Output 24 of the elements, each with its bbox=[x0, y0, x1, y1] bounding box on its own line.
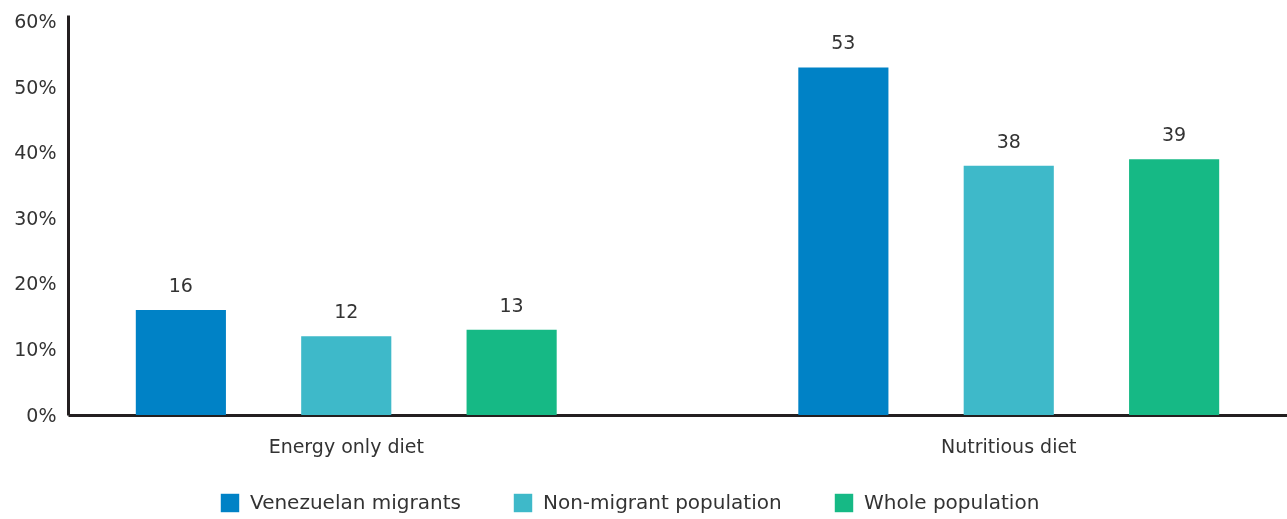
y-tick-label: 50% bbox=[14, 75, 57, 98]
data-label: 12 bbox=[334, 300, 359, 323]
bar bbox=[466, 329, 557, 415]
bar bbox=[798, 67, 889, 415]
bar bbox=[301, 336, 392, 415]
data-label: 53 bbox=[831, 31, 856, 54]
bar bbox=[963, 165, 1054, 415]
legend-label: Venezuelan migrants bbox=[250, 490, 461, 514]
y-tick-label: 30% bbox=[14, 206, 57, 229]
data-label: 38 bbox=[996, 129, 1021, 152]
y-tick-label: 10% bbox=[14, 337, 57, 360]
y-tick-label: 20% bbox=[14, 272, 57, 295]
data-label: 39 bbox=[1162, 123, 1187, 146]
bar bbox=[1129, 159, 1220, 415]
data-label: 13 bbox=[499, 293, 524, 316]
legend-label: Non-migrant population bbox=[543, 490, 782, 514]
y-tick-label: 0% bbox=[26, 403, 57, 426]
legend-label: Whole population bbox=[864, 490, 1040, 514]
data-label: 16 bbox=[168, 274, 193, 297]
y-tick-label: 40% bbox=[14, 141, 57, 164]
x-tick-label: Nutritious diet bbox=[940, 434, 1077, 457]
y-tick-label: 60% bbox=[14, 10, 57, 33]
x-tick-label: Energy only diet bbox=[268, 434, 424, 457]
bar bbox=[135, 310, 226, 415]
